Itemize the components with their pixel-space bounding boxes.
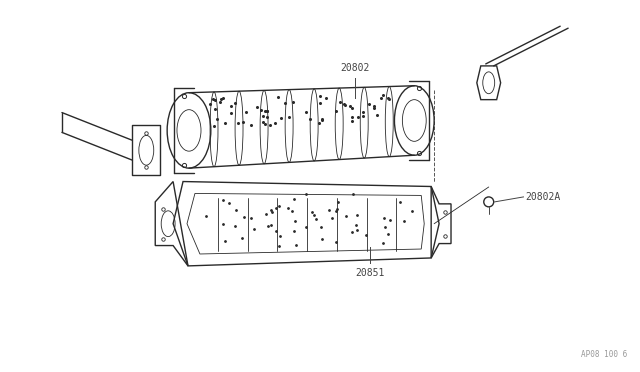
Text: 20802: 20802 bbox=[340, 63, 369, 73]
Text: 20851: 20851 bbox=[355, 268, 384, 278]
Text: AP08 100 6: AP08 100 6 bbox=[581, 350, 628, 359]
Text: 20802A: 20802A bbox=[525, 192, 561, 202]
